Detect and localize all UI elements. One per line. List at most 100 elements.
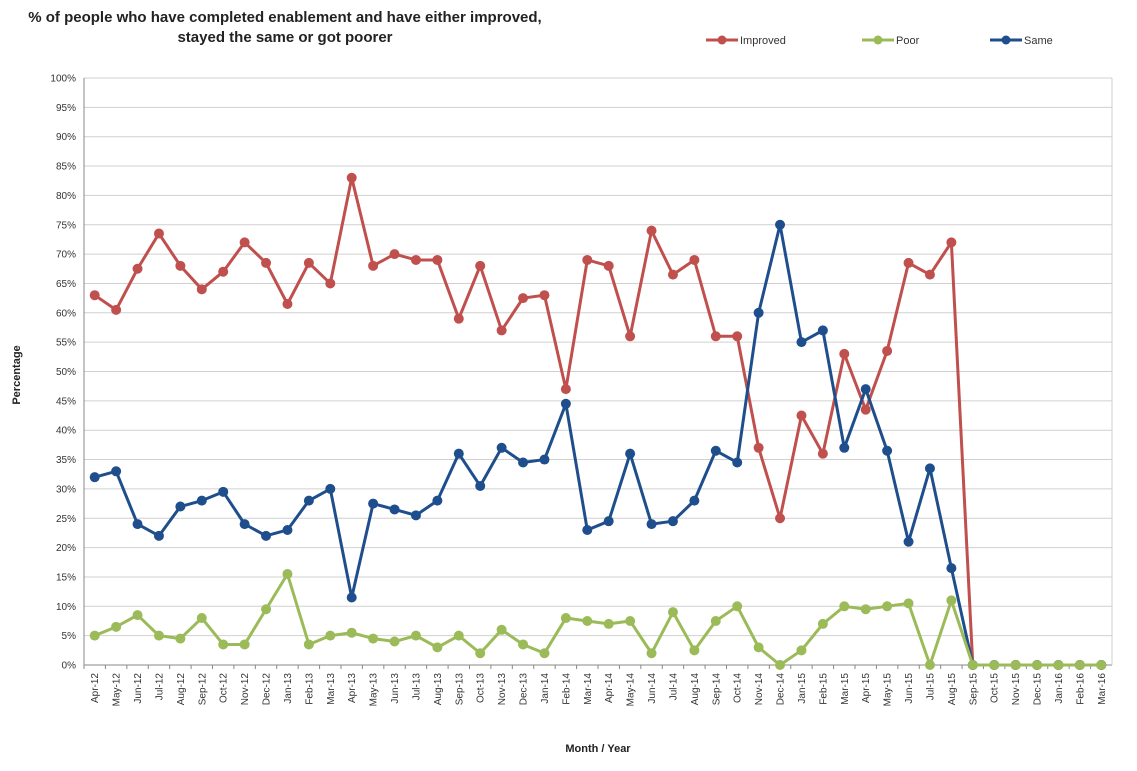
data-point bbox=[1096, 660, 1107, 670]
y-tick-label: 0% bbox=[62, 661, 77, 672]
x-tick-label: Nov-15 bbox=[1011, 673, 1022, 706]
data-point bbox=[710, 615, 721, 626]
data-point bbox=[946, 595, 957, 606]
data-point bbox=[603, 516, 614, 527]
data-point bbox=[753, 642, 764, 653]
data-point bbox=[582, 524, 593, 535]
data-point bbox=[218, 266, 229, 277]
x-tick-label: Nov-14 bbox=[754, 673, 765, 706]
data-point bbox=[111, 304, 122, 315]
y-tick-label: 75% bbox=[56, 220, 76, 231]
data-point bbox=[775, 513, 786, 524]
y-tick-label: 60% bbox=[56, 308, 76, 319]
data-point bbox=[453, 448, 464, 459]
y-tick-label: 70% bbox=[56, 250, 76, 261]
x-tick-label: Jul-15 bbox=[925, 673, 936, 701]
data-point bbox=[775, 660, 786, 670]
x-tick-label: Oct-12 bbox=[219, 673, 230, 703]
data-point bbox=[603, 260, 614, 271]
data-point bbox=[882, 445, 893, 456]
data-point bbox=[239, 639, 250, 650]
data-point bbox=[839, 348, 850, 359]
x-tick-label: Sep-14 bbox=[711, 673, 722, 706]
x-tick-label: Feb-14 bbox=[561, 673, 572, 705]
y-tick-label: 20% bbox=[56, 543, 76, 554]
data-point bbox=[1010, 660, 1021, 670]
data-point bbox=[239, 519, 250, 530]
x-tick-label: Mar-15 bbox=[840, 673, 851, 705]
data-point bbox=[111, 466, 122, 477]
data-point bbox=[89, 290, 100, 301]
data-point bbox=[153, 228, 164, 239]
data-point bbox=[410, 254, 421, 265]
data-point bbox=[1074, 660, 1085, 670]
data-point bbox=[625, 615, 636, 626]
data-point bbox=[539, 454, 550, 465]
y-axis-label: Percentage bbox=[11, 345, 23, 404]
data-point bbox=[967, 660, 978, 670]
legend-item-poor: Poor bbox=[862, 35, 920, 47]
data-point bbox=[325, 483, 336, 494]
data-point bbox=[496, 624, 507, 635]
data-point bbox=[860, 604, 871, 615]
x-tick-label: Mar-14 bbox=[583, 673, 594, 705]
data-point bbox=[346, 592, 357, 603]
series-line bbox=[93, 176, 1102, 667]
y-tick-label: 85% bbox=[56, 162, 76, 173]
data-point bbox=[389, 249, 400, 260]
y-tick-label: 45% bbox=[56, 396, 76, 407]
x-tick-label: Aug-13 bbox=[433, 673, 444, 706]
y-tick-label: 95% bbox=[56, 103, 76, 114]
data-point bbox=[689, 645, 700, 656]
data-point bbox=[453, 630, 464, 641]
data-point bbox=[625, 331, 636, 342]
data-point bbox=[132, 519, 143, 530]
data-point bbox=[924, 269, 935, 280]
legend-label: Improved bbox=[740, 35, 786, 47]
series-lines bbox=[89, 172, 1107, 670]
y-tick-label: 50% bbox=[56, 367, 76, 378]
data-point bbox=[325, 630, 336, 641]
data-point bbox=[153, 530, 164, 541]
x-tick-label: Jul-13 bbox=[411, 673, 422, 701]
data-point bbox=[582, 254, 593, 265]
data-point bbox=[796, 337, 807, 348]
y-tick-label: 35% bbox=[56, 455, 76, 466]
data-point bbox=[303, 257, 314, 268]
x-tick-label: Jun-13 bbox=[390, 673, 401, 704]
y-tick-label: 80% bbox=[56, 191, 76, 202]
data-point bbox=[175, 260, 186, 271]
data-point bbox=[261, 257, 272, 268]
data-point bbox=[796, 410, 807, 421]
data-point bbox=[389, 636, 400, 647]
data-point bbox=[132, 263, 143, 274]
data-point bbox=[903, 257, 914, 268]
data-point bbox=[261, 530, 272, 541]
data-point bbox=[389, 504, 400, 515]
data-point bbox=[689, 495, 700, 506]
x-tick-label: Dec-13 bbox=[519, 673, 530, 706]
data-point bbox=[496, 325, 507, 336]
data-point bbox=[946, 237, 957, 248]
data-point bbox=[860, 384, 871, 395]
data-point bbox=[667, 516, 678, 527]
data-point bbox=[646, 648, 657, 659]
data-point bbox=[303, 495, 314, 506]
data-point bbox=[560, 398, 571, 409]
legend-item-same: Same bbox=[990, 35, 1053, 47]
x-tick-label: Sep-12 bbox=[197, 673, 208, 706]
x-tick-label: Feb-15 bbox=[818, 673, 829, 705]
data-point bbox=[432, 495, 443, 506]
data-point bbox=[646, 225, 657, 236]
x-tick-label: May-15 bbox=[883, 673, 894, 707]
data-point bbox=[196, 495, 207, 506]
data-point bbox=[346, 627, 357, 638]
data-point bbox=[753, 442, 764, 453]
data-point bbox=[282, 298, 293, 309]
data-point bbox=[132, 610, 143, 621]
data-point bbox=[732, 457, 743, 468]
data-point bbox=[817, 448, 828, 459]
x-tick-label: Feb-16 bbox=[1075, 673, 1086, 705]
data-point bbox=[111, 621, 122, 632]
